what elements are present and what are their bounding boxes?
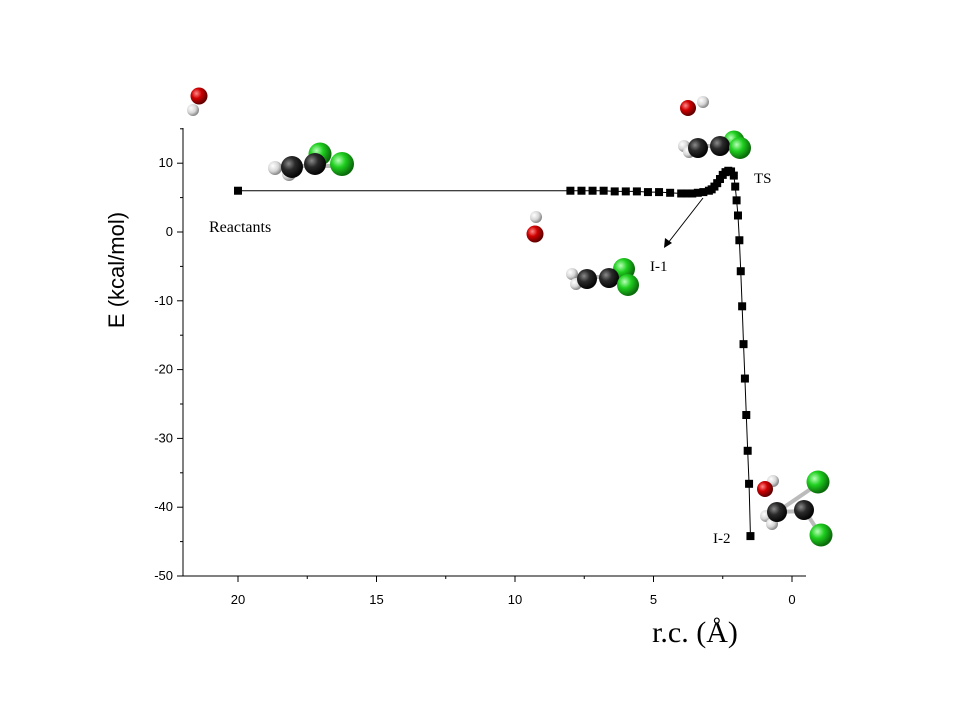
data-point xyxy=(735,236,744,245)
data-point xyxy=(588,186,597,195)
data-point xyxy=(746,532,755,541)
molecule-oh-reactants xyxy=(187,87,208,116)
molecule-c2hcl2-reactants xyxy=(268,142,354,181)
data-point xyxy=(742,411,751,420)
data-point xyxy=(677,189,686,198)
y-tick-label: -10 xyxy=(154,293,173,308)
data-point xyxy=(740,374,749,383)
y-ticks: 10 0 -10 -20 -30 -40 -50 xyxy=(154,128,183,583)
series-energy xyxy=(234,166,755,541)
y-tick-label: 10 xyxy=(159,155,173,170)
data-point xyxy=(621,187,630,196)
data-point xyxy=(733,211,742,220)
y-tick-label: 0 xyxy=(166,224,173,239)
data-point xyxy=(739,340,748,349)
data-point xyxy=(738,302,747,311)
data-point xyxy=(632,187,641,196)
annotation-reactants: Reactants xyxy=(209,219,271,236)
x-tick-label: 15 xyxy=(369,592,383,607)
annotation-i1: I-1 xyxy=(650,259,668,275)
data-point xyxy=(745,479,754,488)
data-point xyxy=(743,446,752,455)
data-point xyxy=(729,171,738,180)
data-point xyxy=(655,188,664,197)
axes xyxy=(182,128,806,577)
data-point xyxy=(731,182,740,191)
data-point xyxy=(234,186,242,195)
annotation-ts: TS xyxy=(754,171,772,187)
data-point xyxy=(666,188,675,197)
molecule-ts xyxy=(678,96,751,159)
series-line xyxy=(238,170,751,537)
molecule-i2 xyxy=(757,470,833,547)
data-point xyxy=(699,188,708,197)
data-point xyxy=(599,186,608,195)
data-point xyxy=(713,179,722,188)
x-tick-label: 10 xyxy=(508,592,522,607)
data-point xyxy=(610,187,619,196)
y-tick-label: -20 xyxy=(154,362,173,377)
data-point xyxy=(577,186,586,195)
annotation-i2: I-2 xyxy=(713,531,731,547)
molecule-oh-i1 xyxy=(526,211,544,243)
y-axis-label: E (kcal/mol) xyxy=(104,212,129,328)
data-point xyxy=(732,196,741,205)
data-point xyxy=(736,267,745,276)
x-tick-label: 5 xyxy=(650,592,657,607)
x-ticks: 20 15 10 5 0 xyxy=(231,576,796,607)
x-axis-label: r.c. (Å) xyxy=(652,616,738,649)
data-point xyxy=(566,186,575,195)
y-tick-label: -40 xyxy=(154,499,173,514)
y-tick-label: -30 xyxy=(154,430,173,445)
x-tick-label: 20 xyxy=(231,592,245,607)
molecule-c2hcl2-i1 xyxy=(566,258,639,296)
data-point xyxy=(688,189,697,198)
data-point xyxy=(682,189,691,198)
arrow-ts-to-i1 xyxy=(664,197,704,248)
x-tick-label: 0 xyxy=(788,592,795,607)
data-point xyxy=(643,188,652,197)
data-point xyxy=(715,175,724,184)
y-tick-label: -50 xyxy=(154,568,173,583)
data-point xyxy=(727,167,736,176)
data-point xyxy=(693,188,702,197)
